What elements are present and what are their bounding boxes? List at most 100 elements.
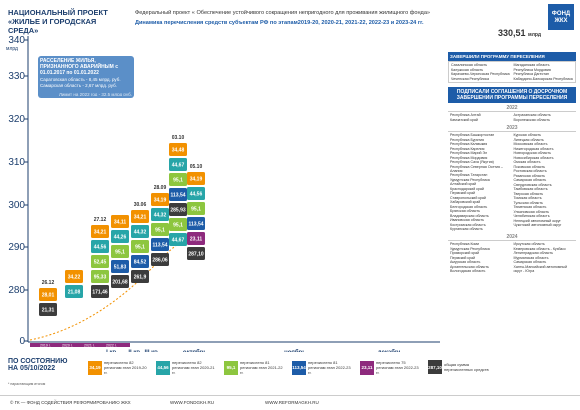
region: Курганская область [450, 227, 483, 231]
legend-item: 34,19 перечислено 82 регионам этап 2019-2… [88, 360, 150, 375]
note-box [38, 56, 134, 98]
legend-text: перечислено 81 регионам этап 2022-23 гг. [308, 360, 351, 375]
badge-label: 95,1 [135, 245, 145, 251]
badge [187, 217, 205, 230]
project-title: НАЦИОНАЛЬНЫЙ ПРОЕКТ «ЖИЛЬЕ И ГОРОДСКАЯ С… [8, 8, 108, 35]
badge [169, 188, 187, 201]
badge [111, 260, 129, 273]
badge-label: 95,1 [155, 228, 165, 234]
badge-label: 44,32 [154, 213, 167, 219]
region: Приморский край [450, 251, 480, 255]
region: Архангельская область [450, 264, 489, 269]
logo: ФОНД ЖКХ [548, 4, 574, 30]
badge-label: 44,32 [134, 230, 147, 236]
badge [131, 240, 149, 253]
side-panel: ЗАВЕРШИЛИ ПРОГРАММУ ПЕРЕСЕЛЕНИЯ Сахалинск… [448, 52, 576, 344]
region: Пермский край [450, 255, 476, 260]
column-date: 27.12 [94, 217, 107, 223]
region: Ненецкий автономный округ [513, 218, 561, 223]
region: Тюменская область [513, 205, 547, 209]
note-limit: Лимит на 2022 год - 32,5 млрд руб. [58, 92, 132, 96]
note-title: РАССЕЛЕНИЕ ЖИЛЬЯ, ПРИЗНАННОГО АВАРИЙНЫМ … [40, 58, 118, 76]
site: WWW.REFORMAGKH.RU [265, 400, 319, 405]
region: Ульяновская область [513, 209, 550, 214]
region: Хабаровский край [450, 200, 481, 204]
period-label: ноябрь [284, 349, 306, 352]
badge-label: 261,9 [134, 275, 147, 281]
legend-item: 95,1 перечислено 81 регионам этап 2021-22… [224, 360, 286, 375]
badge-label: 95,1 [115, 250, 125, 256]
region: Республика Саха (Якутия) [450, 160, 494, 164]
year-band [30, 343, 130, 347]
badge [111, 230, 129, 243]
region: Воронежская область [513, 117, 550, 122]
region: Краснодарский край [450, 186, 484, 191]
year-label: 2022 г. [106, 344, 117, 348]
legend-swatch: 23,11 [360, 360, 374, 375]
region: Ивановская область [450, 218, 484, 222]
note-line: Саратовская область - 8,45 млрд. руб. [40, 77, 121, 82]
federal-project: Федеральный проект « Обеспечение устойчи… [135, 10, 431, 16]
region: Астраханская область [513, 113, 551, 117]
badge-label: 34,21 [134, 215, 147, 221]
y-tick-label: 0 [19, 336, 25, 347]
legend: ПО СОСТОЯНИЮ НА 05/10/2022 * нарастающим… [8, 352, 578, 390]
footer: © ГК — ФОНД СОДЕЙСТВИЯ РЕФОРМИРОВАНИЮ ЖК… [0, 395, 580, 410]
badge-label: 44,67 [172, 238, 185, 244]
badge-label: 201,68 [112, 280, 128, 286]
badge [151, 238, 169, 251]
region: Самарская область [513, 178, 547, 182]
legend-text: общая сумма перечисленных средств [444, 362, 489, 372]
legend-swatch: 95,1 [224, 360, 238, 375]
badge-label: 23,11 [190, 237, 202, 243]
region: Республика Дагестан [513, 72, 550, 76]
region-list: Республика Башкортостан Республика Буряти… [448, 131, 576, 232]
badge [131, 225, 149, 238]
legend-swatch: 113,54 [292, 360, 306, 375]
year-label: 2020 г. [62, 344, 73, 348]
group-year: 2023 [506, 125, 518, 131]
note: РАССЕЛЕНИЕ ЖИЛЬЯ, ПРИЗНАННОГО АВАРИЙНЫМ … [38, 56, 134, 98]
badge [169, 158, 187, 171]
y-tick-label: 280 [8, 285, 25, 296]
region-list: Республика Коми Удмуртская Республика Прим… [448, 240, 576, 274]
chart: 340 330 320 310 300 290 280 0 млрд РАССЕЛЕНИЕ ЖИЛ… [6, 35, 440, 352]
region: Республика Башкортостан [450, 133, 495, 137]
column-date: 28.09 [154, 185, 167, 191]
badge-label: 95,1 [191, 207, 201, 213]
region: Республика Мордовия [513, 67, 551, 72]
y-unit: млрд [6, 46, 18, 52]
year-label: 2021 г. [84, 344, 95, 348]
legend-item: 287,10 общая сумма перечисленных средств [428, 360, 490, 374]
region: Челябинская область [513, 214, 550, 218]
region: Брянская область [450, 209, 480, 213]
legend-swatch: 287,10 [428, 360, 442, 374]
column-date: 26.12 [42, 280, 55, 286]
footnote: * нарастающим итогом [8, 382, 46, 386]
badge-label: 113,54 [152, 243, 167, 249]
region: Тамбовская область [513, 187, 548, 191]
badge [187, 187, 205, 200]
legend-text: перечислено 82 регионам этап 2019-20 гг. [104, 360, 147, 375]
badge-label: 21,08 [68, 290, 81, 296]
status: ПО СОСТОЯНИЮ НА 05/10/2022 [8, 358, 68, 372]
region: Белгородская область [450, 204, 488, 209]
region: Рязанская область [513, 173, 546, 178]
legend-text: перечислено 82 регионам этап 2020-21 гг. [172, 360, 215, 375]
period-label: I кв. [106, 350, 118, 352]
region: Карачаево-Черкесская Республика [451, 72, 510, 76]
badge [187, 247, 205, 260]
badge-label: 44,26 [114, 235, 127, 241]
region: Ростовская область [513, 169, 547, 173]
badge-label: 44,56 [94, 245, 107, 251]
region: Кабардино-Балкарская Республика [513, 76, 573, 81]
badge [169, 143, 187, 156]
region: Республика Северная Осетия – Алания [450, 164, 503, 173]
badge [131, 210, 149, 223]
region: Мурманская область [513, 255, 549, 260]
region: Свердловская область [513, 182, 552, 187]
badge [151, 193, 169, 206]
badge-label: 52,45 [94, 260, 107, 266]
region: Липецкая область [513, 137, 544, 142]
legend-swatch: 34,19 [88, 360, 102, 375]
